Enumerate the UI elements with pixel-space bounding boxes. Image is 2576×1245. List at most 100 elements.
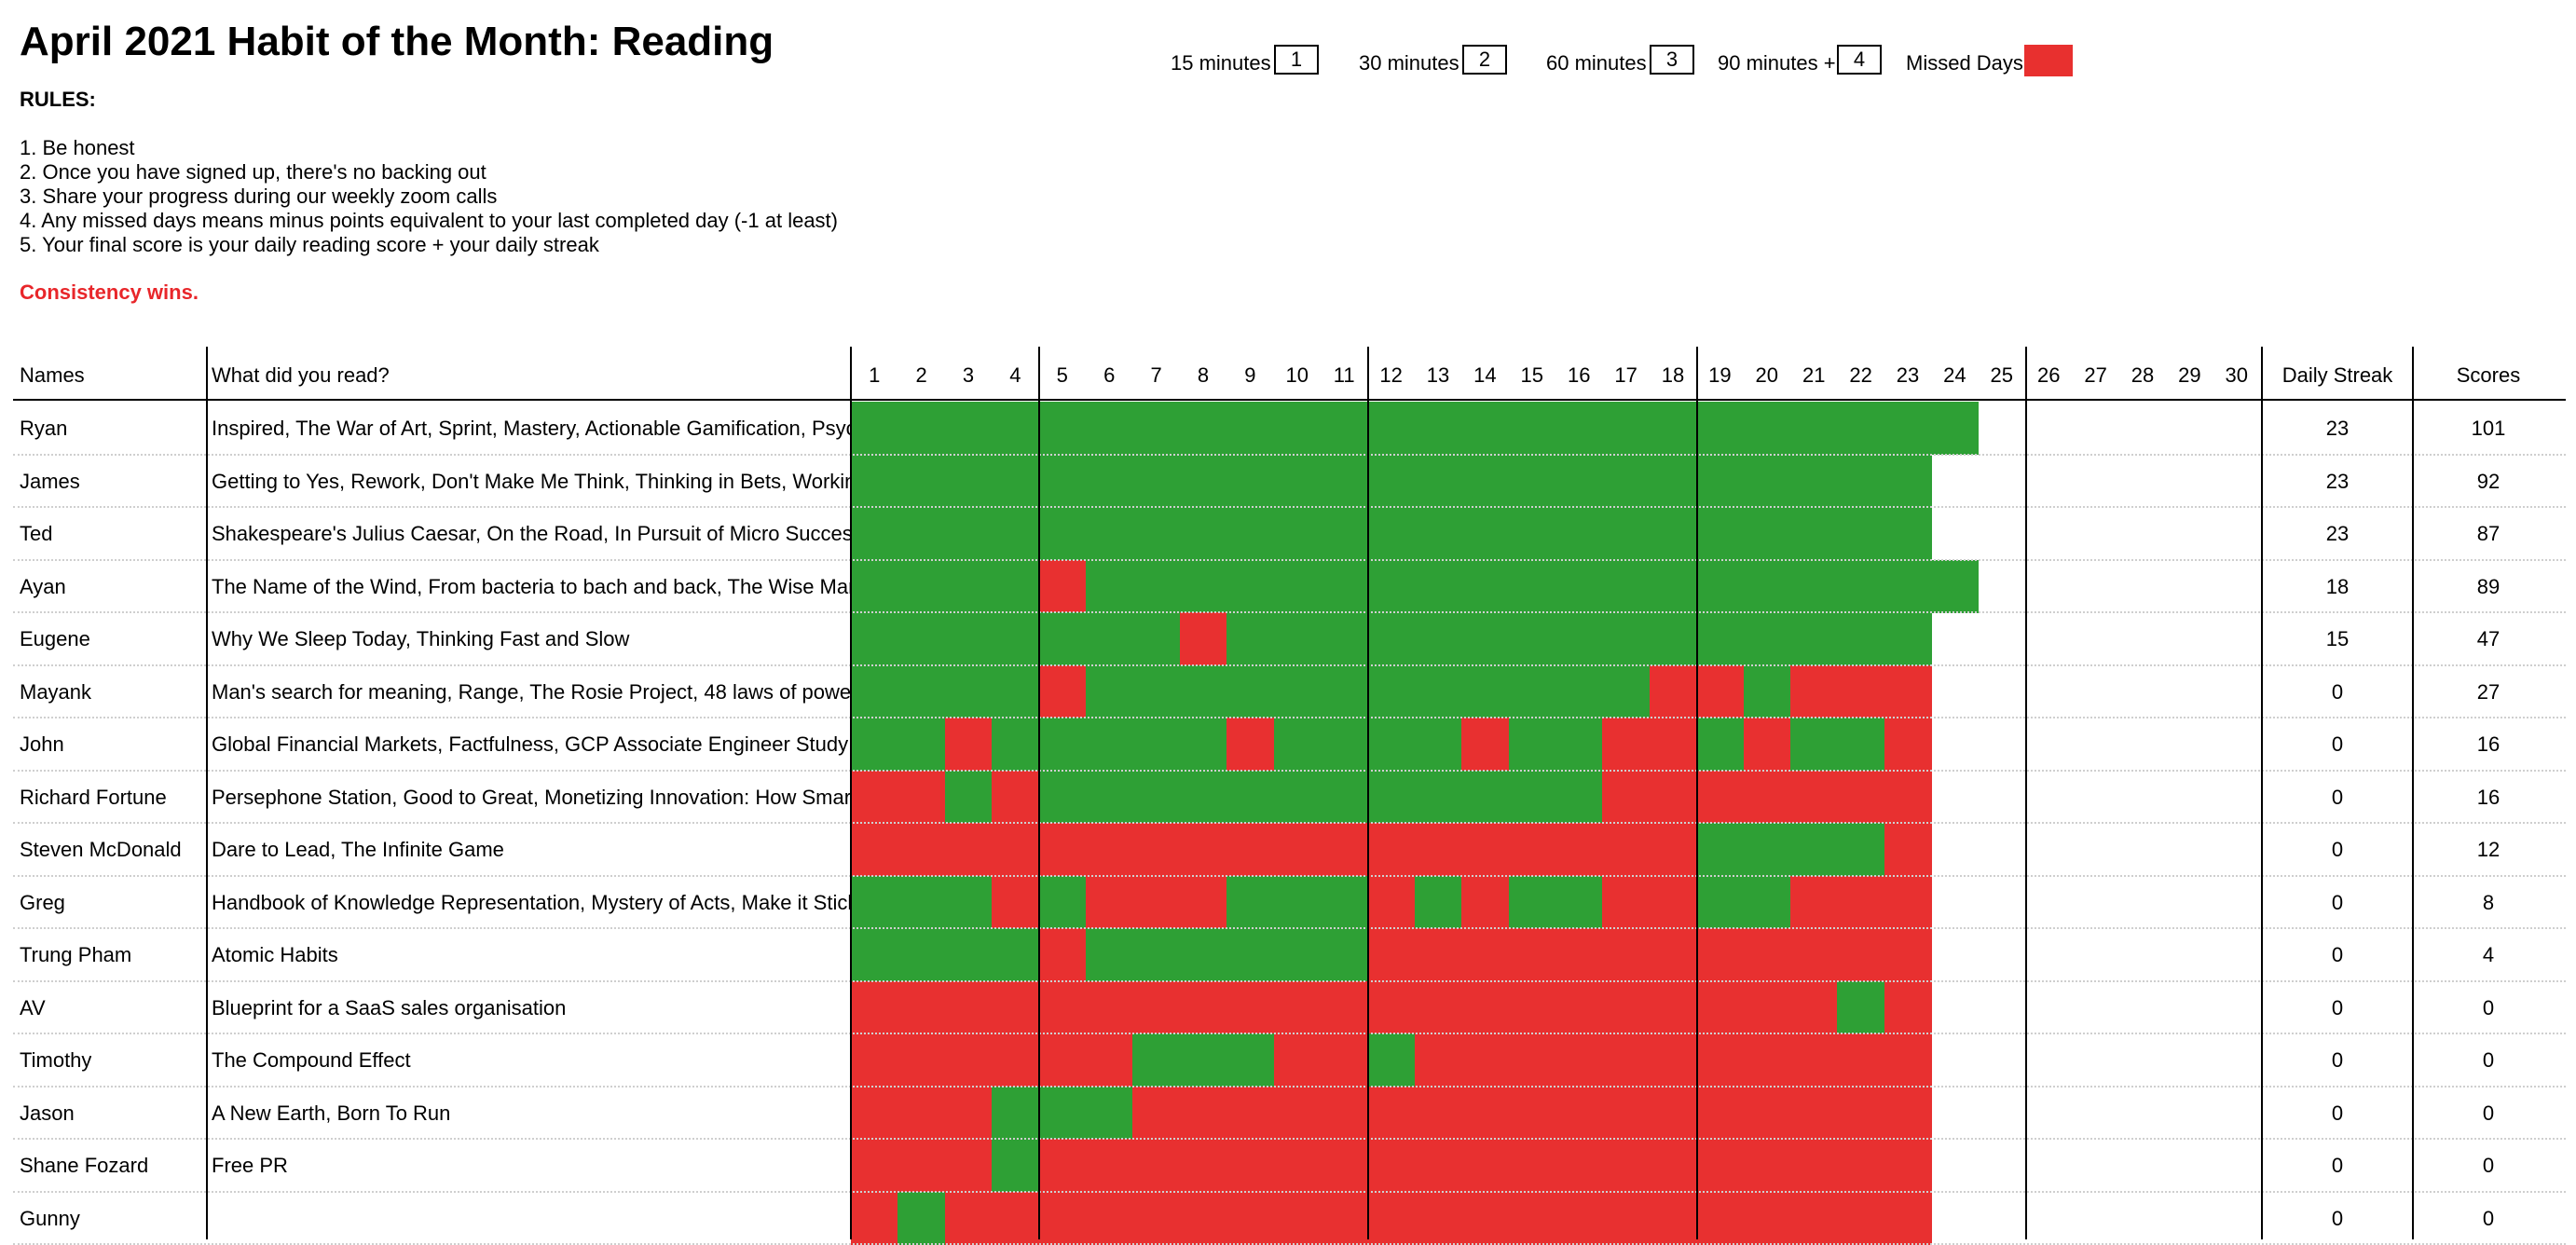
day-cell <box>1602 454 1651 508</box>
day-cell <box>1743 454 1791 508</box>
day-cell <box>1414 664 1462 718</box>
day-cell <box>1179 1033 1227 1088</box>
day-cell <box>1884 875 1932 929</box>
day-cell <box>1884 1033 1932 1088</box>
day-header: 17 <box>1614 363 1637 387</box>
daily-streak: 18 <box>2325 574 2350 598</box>
books-read: Getting to Yes, Rework, Don't Make Me Th… <box>212 469 851 493</box>
day-cell <box>1790 718 1838 772</box>
participant-name: Greg <box>20 890 65 914</box>
day-cell <box>1555 718 1603 772</box>
books-read: Shakespeare's Julius Caesar, On the Road… <box>212 522 851 545</box>
day-cell <box>1743 1033 1791 1088</box>
day-header: 27 <box>2084 363 2107 387</box>
day-cell <box>1743 770 1791 824</box>
day-cell <box>1696 1191 1745 1245</box>
day-cell <box>1226 875 1275 929</box>
day-cell <box>897 928 946 982</box>
day-cell <box>1461 612 1510 666</box>
daily-streak: 0 <box>2331 943 2344 966</box>
day-cell <box>1132 875 1181 929</box>
row-divider <box>13 1033 2566 1034</box>
column-divider <box>206 347 208 1239</box>
day-cell <box>1555 1086 1603 1140</box>
day-cell <box>1086 664 1133 718</box>
day-cell <box>1649 1139 1697 1193</box>
day-header: 4 <box>1009 363 1021 387</box>
day-cell <box>1226 454 1275 508</box>
row-divider <box>13 1138 2566 1140</box>
header-what-did-you-read: What did you read? <box>212 363 390 387</box>
day-cell <box>944 402 993 456</box>
day-cell <box>1038 612 1087 666</box>
books-read: The Name of the Wind, From bacteria to b… <box>212 574 851 598</box>
day-header: 2 <box>915 363 927 387</box>
day-cell <box>944 454 993 508</box>
day-cell <box>992 507 1040 561</box>
day-cell <box>1086 1086 1133 1140</box>
day-cell <box>944 770 993 824</box>
daily-streak: 23 <box>2325 522 2350 545</box>
day-cell <box>944 1086 993 1140</box>
day-cell <box>1649 1033 1697 1088</box>
score: 0 <box>2482 1101 2495 1125</box>
day-cell <box>851 454 898 508</box>
day-cell <box>1696 559 1745 613</box>
day-cell <box>1696 612 1745 666</box>
day-cell <box>897 980 946 1034</box>
day-cell <box>897 875 946 929</box>
day-cell <box>1790 1033 1838 1088</box>
day-cell <box>1602 1191 1651 1245</box>
day-cell <box>1696 1139 1745 1193</box>
day-cell <box>1696 770 1745 824</box>
daily-streak: 0 <box>2331 679 2344 704</box>
day-cell <box>1367 1086 1416 1140</box>
daily-streak: 0 <box>2331 785 2344 809</box>
day-cell <box>1696 1086 1745 1140</box>
day-cell <box>1038 1033 1087 1088</box>
daily-streak: 0 <box>2331 1154 2344 1177</box>
day-cell <box>1696 507 1745 561</box>
day-cell <box>944 559 993 613</box>
day-cell <box>1884 454 1932 508</box>
day-cell <box>1414 875 1462 929</box>
day-cell <box>992 454 1040 508</box>
day-cell <box>1321 402 1368 456</box>
day-cell <box>1273 823 1322 877</box>
day-cell <box>1226 1139 1275 1193</box>
day-cell <box>1790 664 1838 718</box>
day-cell <box>1790 612 1838 666</box>
books-read: Global Financial Markets, Factfulness, G… <box>212 732 851 756</box>
day-cell <box>1649 718 1697 772</box>
day-cell <box>1321 507 1368 561</box>
day-cell <box>1414 1033 1462 1088</box>
day-cell <box>1555 980 1603 1034</box>
day-cell <box>897 1139 946 1193</box>
day-cell <box>1273 980 1322 1034</box>
rule-2: 2. Once you have signed up, there's no b… <box>20 160 486 184</box>
day-header: 16 <box>1567 363 1591 387</box>
rules-list: 1. Be honest 2. Once you have signed up,… <box>20 136 838 257</box>
row-divider <box>13 769 2566 772</box>
day-cell <box>1273 875 1322 929</box>
day-cell <box>1132 1191 1181 1245</box>
day-cell <box>1179 559 1227 613</box>
day-cell <box>1602 507 1651 561</box>
day-header: 11 <box>1333 363 1355 387</box>
day-header: 20 <box>1755 363 1779 387</box>
day-cell <box>1649 612 1697 666</box>
day-cell <box>1038 1086 1087 1140</box>
day-cell <box>1696 402 1745 456</box>
day-cell <box>1273 1086 1322 1140</box>
day-cell <box>897 823 946 877</box>
score: 0 <box>2482 995 2495 1019</box>
day-cell <box>1696 718 1745 772</box>
day-cell <box>1602 559 1651 613</box>
books-read: Dare to Lead, The Infinite Game <box>212 838 504 861</box>
day-cell <box>851 875 898 929</box>
day-cell <box>992 1086 1040 1140</box>
rule-1: 1. Be honest <box>20 136 135 159</box>
books-read: Handbook of Knowledge Representation, My… <box>212 890 851 914</box>
day-cell <box>1226 1033 1275 1088</box>
day-cell <box>1649 1086 1697 1140</box>
